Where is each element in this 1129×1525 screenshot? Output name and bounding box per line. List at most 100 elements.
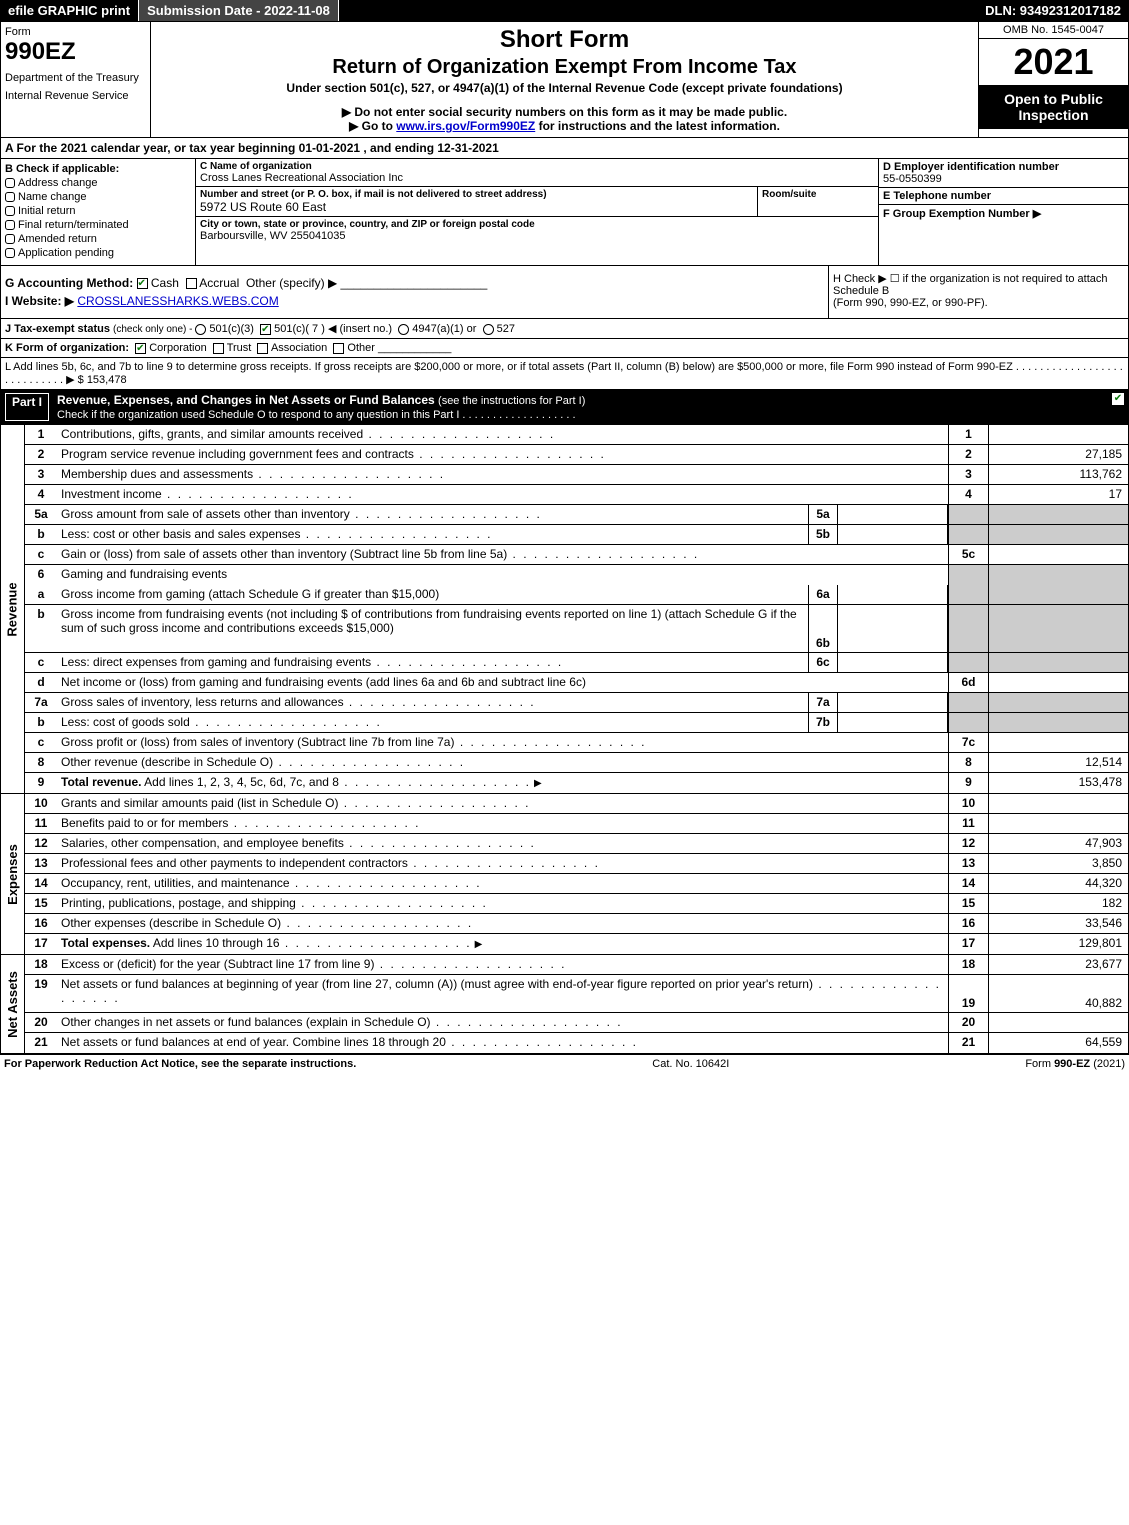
city-cell: City or town, state or province, country…: [196, 217, 878, 265]
phone-label: E Telephone number: [883, 190, 1124, 202]
g-label: G Accounting Method:: [5, 276, 133, 290]
expenses-body: 10Grants and similar amounts paid (list …: [25, 794, 1128, 954]
form-ref: Form 990-EZ (2021): [1025, 1058, 1125, 1070]
website-link[interactable]: CROSSLANESSHARKS.WEBS.COM: [77, 294, 278, 308]
form-header: Form 990EZ Department of the Treasury In…: [0, 21, 1129, 138]
short-form-title: Short Form: [159, 26, 970, 54]
i-label: I Website: ▶: [5, 294, 74, 308]
chk-other[interactable]: [333, 343, 344, 354]
street-value: 5972 US Route 60 East: [200, 200, 753, 214]
goto-post: for instructions and the latest informat…: [535, 119, 780, 133]
room-cell: Room/suite: [758, 187, 878, 216]
irs-label: Internal Revenue Service: [5, 90, 146, 102]
open-inspection: Open to Public Inspection: [979, 85, 1128, 129]
line-7c: cGross profit or (loss) from sales of in…: [25, 733, 1128, 753]
street-row: Number and street (or P. O. box, if mail…: [196, 187, 878, 217]
header-right: OMB No. 1545-0047 2021 Open to Public In…: [978, 22, 1128, 137]
cat-no: Cat. No. 10642I: [652, 1058, 729, 1070]
l-line: L Add lines 5b, 6c, and 7b to line 9 to …: [0, 358, 1129, 390]
irs-link[interactable]: www.irs.gov/Form990EZ: [396, 119, 535, 133]
revenue-rot-label: Revenue: [1, 425, 25, 793]
line-10: 10Grants and similar amounts paid (list …: [25, 794, 1128, 814]
chk-name[interactable]: Name change: [5, 191, 191, 203]
header-left: Form 990EZ Department of the Treasury In…: [1, 22, 151, 137]
chk-corp[interactable]: [135, 343, 146, 354]
street-label: Number and street (or P. O. box, if mail…: [200, 189, 753, 200]
chk-pending[interactable]: Application pending: [5, 247, 191, 259]
checkbox-icon: [5, 234, 15, 244]
radio-4947[interactable]: [398, 324, 409, 335]
line-14: 14Occupancy, rent, utilities, and mainte…: [25, 874, 1128, 894]
line-4: 4Investment income417: [25, 485, 1128, 505]
city-label: City or town, state or province, country…: [200, 219, 874, 230]
chk-initial[interactable]: Initial return: [5, 205, 191, 217]
line-5a: 5aGross amount from sale of assets other…: [25, 505, 1128, 525]
l-amount: 153,478: [87, 374, 127, 386]
chk-address[interactable]: Address change: [5, 177, 191, 189]
line-5b: bLess: cost or other basis and sales exp…: [25, 525, 1128, 545]
k-label: K Form of organization:: [5, 342, 129, 354]
h-line2: (Form 990, 990-EZ, or 990-PF).: [833, 297, 1124, 309]
chk-assoc[interactable]: [257, 343, 268, 354]
line-9: 9Total revenue. Add lines 1, 2, 3, 4, 5c…: [25, 773, 1128, 793]
radio-501c3[interactable]: [195, 324, 206, 335]
street-cell: Number and street (or P. O. box, if mail…: [196, 187, 758, 216]
revenue-table: Revenue 1Contributions, gifts, grants, a…: [0, 425, 1129, 794]
tax-year: 2021: [979, 39, 1128, 85]
h-line1: H Check ▶ ☐ if the organization is not r…: [833, 272, 1124, 297]
phone-cell: E Telephone number: [879, 188, 1128, 205]
line-7a: 7aGross sales of inventory, less returns…: [25, 693, 1128, 713]
goto-pre: ▶ Go to: [349, 119, 396, 133]
website-line: I Website: ▶ CROSSLANESSHARKS.WEBS.COM: [5, 294, 824, 308]
checkbox-icon: [5, 248, 15, 258]
line-18: 18Excess or (deficit) for the year (Subt…: [25, 955, 1128, 975]
checkbox-icon: [5, 206, 15, 216]
chk-501c[interactable]: [260, 324, 271, 335]
chk-final[interactable]: Final return/terminated: [5, 219, 191, 231]
netassets-body: 18Excess or (deficit) for the year (Subt…: [25, 955, 1128, 1053]
k-line: K Form of organization: Corporation Trus…: [0, 339, 1129, 358]
line-21: 21Net assets or fund balances at end of …: [25, 1033, 1128, 1053]
line-1: 1Contributions, gifts, grants, and simil…: [25, 425, 1128, 445]
form-label: Form: [5, 26, 146, 38]
dln-label: DLN: 93492312017182: [977, 0, 1129, 21]
line-2: 2Program service revenue including gover…: [25, 445, 1128, 465]
accounting-method: G Accounting Method: Cash Accrual Other …: [5, 276, 824, 290]
group-exemption-label: F Group Exemption Number ▶: [883, 207, 1124, 220]
omb-number: OMB No. 1545-0047: [979, 22, 1128, 39]
radio-527[interactable]: [483, 324, 494, 335]
line-6: 6Gaming and fundraising events: [25, 565, 1128, 585]
h-box: H Check ▶ ☐ if the organization is not r…: [828, 266, 1128, 318]
j-note: (check only one) -: [113, 324, 195, 335]
line-7b: bLess: cost of goods sold7b: [25, 713, 1128, 733]
ein-value: 55-0550399: [883, 173, 1124, 185]
line-19: 19Net assets or fund balances at beginni…: [25, 975, 1128, 1013]
column-c-org: C Name of organization Cross Lanes Recre…: [196, 159, 878, 265]
line-15: 15Printing, publications, postage, and s…: [25, 894, 1128, 914]
org-name-cell: C Name of organization Cross Lanes Recre…: [196, 159, 878, 187]
checkbox-icon: [5, 192, 15, 202]
chk-amended[interactable]: Amended return: [5, 233, 191, 245]
line-5c: cGain or (loss) from sale of assets othe…: [25, 545, 1128, 565]
submission-date: Submission Date - 2022-11-08: [139, 0, 339, 21]
chk-cash[interactable]: [137, 278, 148, 289]
efile-print-label[interactable]: efile GRAPHIC print: [0, 0, 139, 21]
dept-label: Department of the Treasury: [5, 72, 146, 84]
paperwork-notice: For Paperwork Reduction Act Notice, see …: [4, 1058, 356, 1070]
top-bar: efile GRAPHIC print Submission Date - 20…: [0, 0, 1129, 21]
part1-header: Part I Revenue, Expenses, and Changes in…: [0, 390, 1129, 425]
j-label: J Tax-exempt status: [5, 323, 110, 335]
netassets-table: Net Assets 18Excess or (deficit) for the…: [0, 955, 1129, 1054]
line-17: 17Total expenses. Add lines 10 through 1…: [25, 934, 1128, 954]
part1-note: (see the instructions for Part I): [438, 395, 585, 407]
chk-trust[interactable]: [213, 343, 224, 354]
chk-accrual[interactable]: [186, 278, 197, 289]
line-20: 20Other changes in net assets or fund ba…: [25, 1013, 1128, 1033]
org-name-value: Cross Lanes Recreational Association Inc: [200, 172, 874, 184]
city-value: Barboursville, WV 255041035: [200, 230, 874, 242]
checkbox-icon: [5, 220, 15, 230]
ein-label: D Employer identification number: [883, 161, 1124, 173]
ssn-warning: ▶ Do not enter social security numbers o…: [159, 105, 970, 119]
line-6c: cLess: direct expenses from gaming and f…: [25, 653, 1128, 673]
column-def: D Employer identification number 55-0550…: [878, 159, 1128, 265]
